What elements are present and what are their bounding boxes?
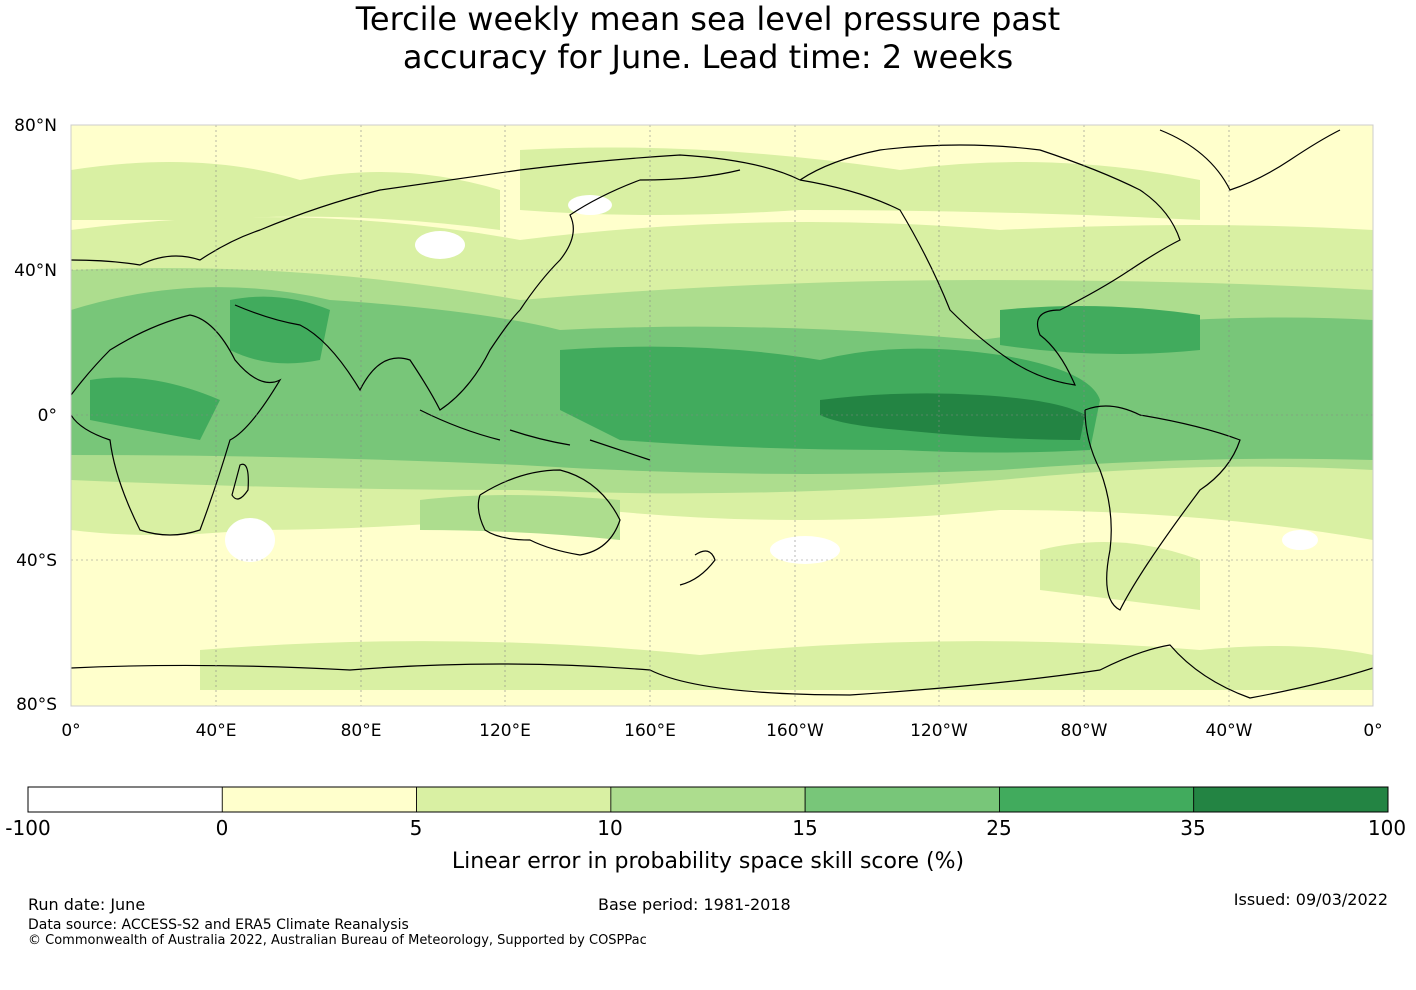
- coastlines: [71, 129, 1373, 699]
- colorbar-bin-1: [221, 786, 417, 813]
- cbar-tick-4: 15: [792, 816, 817, 840]
- lon-label-80w: 80°W: [1061, 721, 1108, 741]
- skill-map: 80°N 40°N 0° 40°S 80°S 0° 40°E 80°E 120°…: [14, 116, 1383, 741]
- colorbar-bin-0: [27, 786, 223, 813]
- skill-zone-35-100: [820, 393, 1085, 440]
- lon-label-0: 0°: [61, 721, 80, 741]
- lon-labels: 0° 40°E 80°E 120°E 160°E 160°W 120°W 80°…: [61, 721, 1382, 741]
- issued-date: Issued: 09/03/2022: [1233, 890, 1388, 909]
- copyright: © Commonwealth of Australia 2022, Austra…: [28, 933, 647, 948]
- lat-label-40s: 40°S: [16, 551, 57, 571]
- lat-labels: 80°N 40°N 0° 40°S 80°S: [14, 116, 57, 715]
- title-line-2: accuracy for June. Lead time: 2 weeks: [402, 38, 1014, 76]
- lat-label-0: 0°: [38, 406, 57, 426]
- colorbar-bin-2: [416, 786, 612, 813]
- base-period: Base period: 1981-2018: [598, 895, 791, 914]
- colorbar-bins: [27, 786, 1389, 813]
- cbar-tick-6: 35: [1180, 816, 1205, 840]
- cbar-tick-7: 100: [1368, 816, 1406, 840]
- colorbar-graphic: -100 0 5 10 15 25 35 100 Linear error in…: [5, 786, 1406, 874]
- colorbar-bin-5: [999, 786, 1195, 813]
- colorbar-label: Linear error in probability space skill …: [452, 849, 964, 874]
- cbar-tick-5: 25: [986, 816, 1011, 840]
- cbar-tick-2: 5: [410, 816, 423, 840]
- data-source: Data source: ACCESS-S2 and ERA5 Climate …: [28, 917, 409, 933]
- lon-label-80e: 80°E: [341, 721, 382, 741]
- map-panel: 80°N 40°N 0° 40°S 80°S 0° 40°E 80°E 120°…: [0, 110, 1416, 750]
- lat-label-80n: 80°N: [14, 116, 57, 136]
- colorbar-bin-6: [1193, 786, 1389, 813]
- cbar-tick-1: 0: [216, 816, 229, 840]
- lon-label-120w: 120°W: [910, 721, 968, 741]
- lon-label-120e: 120°E: [479, 721, 531, 741]
- lon-label-40w: 40°W: [1206, 721, 1253, 741]
- lat-label-80s: 80°S: [16, 695, 57, 715]
- lon-label-160e: 160°E: [624, 721, 676, 741]
- graticule: [71, 125, 1373, 706]
- colorbar-bin-4: [804, 786, 1000, 813]
- title-line-1: Tercile weekly mean sea level pressure p…: [355, 0, 1061, 38]
- colorbar: -100 0 5 10 15 25 35 100 Linear error in…: [0, 780, 1416, 880]
- chart-title: Tercile weekly mean sea level pressure p…: [0, 0, 1416, 76]
- lon-label-160w: 160°W: [766, 721, 824, 741]
- colorbar-ticks: -100 0 5 10 15 25 35 100: [5, 816, 1406, 840]
- cbar-tick-3: 10: [597, 816, 622, 840]
- colorbar-bin-3: [610, 786, 806, 813]
- skill-zone-negative: [225, 195, 1318, 564]
- run-date: Run date: June: [28, 895, 146, 914]
- lat-label-40n: 40°N: [14, 261, 57, 281]
- lon-label-0-end: 0°: [1363, 721, 1382, 741]
- lon-label-40e: 40°E: [196, 721, 237, 741]
- cbar-tick-0: -100: [5, 816, 50, 840]
